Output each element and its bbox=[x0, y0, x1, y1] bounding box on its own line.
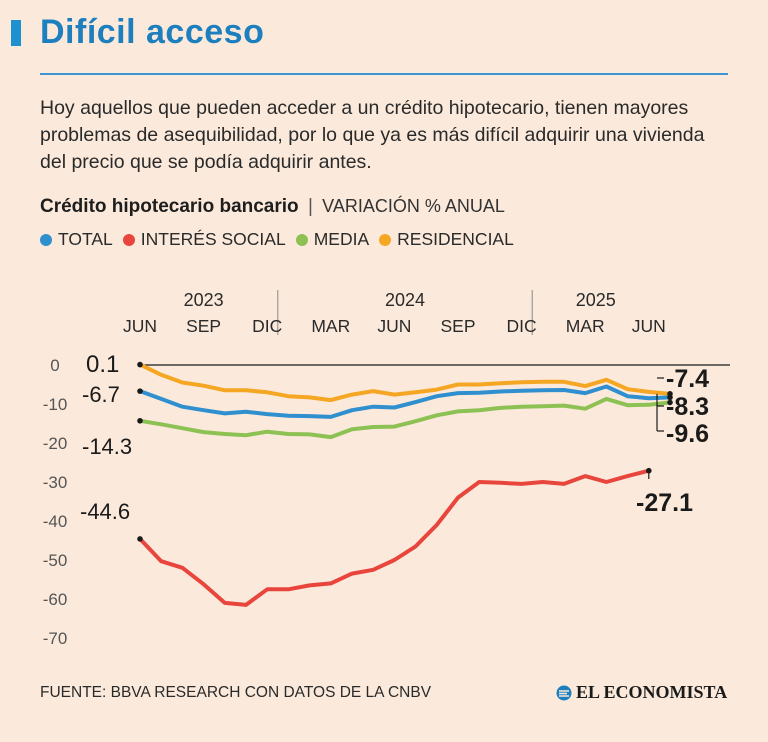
y-tick-label: -40 bbox=[43, 512, 68, 531]
start-marker-total bbox=[137, 388, 143, 394]
end-label-residencial: -7.4 bbox=[666, 365, 709, 393]
start-label-residencial: 0.1 bbox=[86, 351, 119, 378]
legend-item-media: MEDIA bbox=[295, 229, 370, 250]
chart-heading-separator: | bbox=[307, 196, 313, 217]
line-chart: 0 -10 -20 -30 -40 -50 -60 -70 2023 2024 2025 JUN SEP… bbox=[43, 290, 730, 648]
chart-heading: Crédito hipotecario bancario | VARIACIÓN… bbox=[40, 196, 505, 218]
year-label: 2025 bbox=[576, 290, 616, 310]
legend-label-media: MEDIA bbox=[313, 229, 370, 249]
y-tick-label: -50 bbox=[43, 551, 68, 570]
start-marker-social bbox=[137, 536, 143, 542]
legend-dot-residencial bbox=[379, 233, 392, 246]
month-label: JUN bbox=[377, 316, 411, 336]
source-note: FUENTE: BBVA RESEARCH CON DATOS DE LA CN… bbox=[40, 684, 432, 701]
series-line-social bbox=[138, 468, 651, 607]
y-tick-label: -60 bbox=[43, 590, 68, 609]
end-label-total: -8.3 bbox=[666, 393, 709, 421]
end-label-media: -9.6 bbox=[666, 420, 709, 448]
y-tick-label: 0 bbox=[50, 356, 59, 375]
legend-dot-total bbox=[40, 233, 52, 246]
brand-name: EL ECONOMISTA bbox=[576, 682, 728, 702]
title-divider bbox=[40, 73, 728, 75]
month-label: JUN bbox=[632, 316, 666, 336]
month-label: DIC bbox=[252, 316, 282, 336]
series-line-total bbox=[138, 384, 672, 419]
legend-item-residencial: RESIDENCIAL bbox=[379, 229, 514, 250]
start-label-total: -6.7 bbox=[82, 382, 120, 407]
month-label: MAR bbox=[566, 316, 605, 336]
end-marker-total bbox=[667, 394, 673, 401]
legend-dot-media bbox=[295, 233, 308, 246]
title-accent-bar bbox=[11, 20, 21, 46]
legend-item-total: TOTAL bbox=[40, 229, 113, 250]
chart-unit: VARIACIÓN % ANUAL bbox=[322, 196, 505, 216]
end-marker-media bbox=[667, 399, 673, 406]
month-label: DIC bbox=[507, 316, 537, 336]
year-label: 2023 bbox=[184, 290, 224, 310]
y-tick-label: -30 bbox=[43, 473, 68, 492]
month-label: JUN bbox=[123, 316, 157, 336]
series-line-residencial bbox=[138, 362, 672, 403]
year-label: 2024 bbox=[385, 290, 425, 310]
y-tick-label: -70 bbox=[43, 629, 68, 648]
chart-legend: TOTAL INTERÉS SOCIAL MEDIA RESIDENCIAL bbox=[40, 229, 514, 250]
brand-logo: EL ECONOMISTA bbox=[556, 682, 727, 703]
brand-icon bbox=[556, 685, 572, 700]
legend-label-residencial: RESIDENCIAL bbox=[397, 229, 514, 249]
chart-title: Crédito hipotecario bancario bbox=[40, 196, 299, 217]
month-label: MAR bbox=[311, 316, 350, 336]
month-label: SEP bbox=[186, 316, 221, 336]
start-marker-media bbox=[137, 417, 143, 424]
series-line-media bbox=[138, 396, 672, 440]
legend-label-total: TOTAL bbox=[58, 229, 113, 249]
y-tick-label: -10 bbox=[43, 395, 68, 414]
y-tick-label: -20 bbox=[43, 434, 68, 453]
legend-dot-social bbox=[122, 233, 135, 246]
start-label-social: -44.6 bbox=[80, 499, 130, 524]
legend-item-social: INTERÉS SOCIAL bbox=[122, 229, 286, 250]
end-label-social: -27.1 bbox=[636, 489, 693, 517]
page-title: Difícil acceso bbox=[40, 13, 265, 51]
start-marker-residencial bbox=[137, 361, 143, 368]
start-label-media: -14.3 bbox=[82, 434, 132, 459]
month-label: SEP bbox=[440, 316, 475, 336]
subtitle-text: Hoy aquellos que pueden acceder a un cré… bbox=[40, 97, 705, 173]
legend-label-social: INTERÉS SOCIAL bbox=[140, 229, 286, 249]
